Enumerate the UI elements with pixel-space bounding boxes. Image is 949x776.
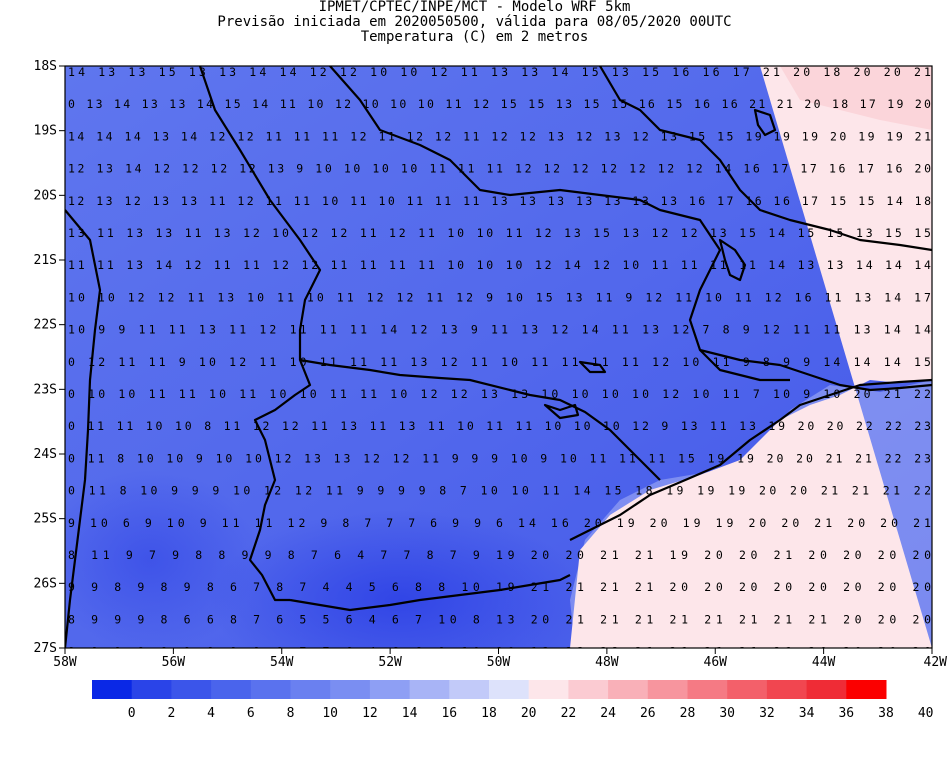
cold-spot-south — [210, 510, 590, 648]
colorbar-swatch-11 — [528, 680, 569, 699]
warm-ocean-field — [570, 66, 932, 648]
warm-north-field — [780, 66, 932, 130]
grid-row-15: 8 11 9 7 9 8 8 9 9 8 7 6 4 7 7 8 7 9 19 … — [68, 548, 931, 562]
lat-label-26S: 26S — [34, 576, 57, 591]
border-mg-north — [599, 66, 932, 252]
lat-label-20S: 20S — [34, 188, 57, 203]
border-rj — [699, 348, 932, 392]
colorbar-swatch-18 — [806, 680, 847, 699]
colorbar-swatch-12 — [568, 680, 609, 699]
colorbar-label-34: 34 — [799, 706, 815, 721]
lon-label-56W: 56W — [162, 655, 186, 670]
colorbar-label-30: 30 — [719, 706, 735, 721]
colorbar-label-4: 4 — [207, 706, 215, 721]
colorbar-label-28: 28 — [680, 706, 696, 721]
lat-label-25S: 25S — [34, 512, 57, 527]
colorbar-label-2: 2 — [167, 706, 175, 721]
colorbar-swatch-17 — [766, 680, 808, 699]
grid-row-3: 12 13 14 12 12 12 12 13 9 10 10 10 10 11… — [68, 162, 931, 176]
island-bay — [543, 403, 580, 420]
colorbar-label-22: 22 — [561, 706, 577, 721]
colorbar-label-10: 10 — [322, 706, 338, 721]
colorbar-label-18: 18 — [481, 706, 497, 721]
colorbar: 0 2 4 6 8 10 12 14 16 18 20 22 24 26 28 30 32 34 36 38 40 — [92, 680, 934, 721]
map-titles: IPMET/CPTEC/INPE/MCT - Modelo WRF 5km Pr… — [0, 0, 949, 45]
colorbar-swatch-16 — [727, 680, 768, 699]
colorbar-label-36: 36 — [838, 706, 854, 721]
lon-label-58W: 58W — [53, 655, 77, 670]
colorbar-label-40: 40 — [918, 706, 934, 721]
lon-label-48W: 48W — [595, 655, 619, 670]
state-borders — [65, 66, 932, 648]
map-area: 14 13 13 15 13 13 14 14 12 12 10 10 12 1… — [65, 66, 932, 659]
colorbar-swatch-0 — [92, 680, 133, 699]
grid-row-16: 9 9 8 9 8 9 8 6 7 8 7 4 4 5 6 8 8 10 19 … — [68, 580, 931, 594]
colorbar-swatch-19 — [846, 680, 887, 699]
colorbar-label-0: 0 — [128, 706, 136, 721]
border-pr-sc — [289, 574, 571, 612]
border-sp-pr — [299, 358, 661, 481]
title-line-1: IPMET/CPTEC/INPE/MCT - Modelo WRF 5km — [318, 0, 631, 15]
lat-label-23S: 23S — [34, 382, 57, 397]
colorbar-swatch-14 — [647, 680, 688, 699]
colorbar-swatch-2 — [171, 680, 212, 699]
colorbar-swatch-5 — [290, 680, 331, 699]
colorbar-label-6: 6 — [247, 706, 255, 721]
colorbar-label-8: 8 — [287, 706, 295, 721]
cold-spot-southwest — [65, 470, 260, 648]
lon-label-42W: 42W — [924, 655, 948, 670]
lon-label-52W: 52W — [378, 655, 402, 670]
colorbar-label-14: 14 — [402, 706, 418, 721]
lon-label-50W: 50W — [487, 655, 511, 670]
grid-row-6: 11 11 13 14 12 11 11 12 12 11 11 11 11 1… — [68, 258, 931, 272]
colorbar-label-24: 24 — [600, 706, 616, 721]
colorbar-swatch-7 — [369, 680, 411, 699]
grid-row-11: 0 11 11 10 10 8 11 12 12 11 13 11 13 11 … — [68, 419, 931, 433]
colorbar-swatch-1 — [131, 680, 172, 699]
lat-label-19S: 19S — [34, 124, 57, 139]
grid-row-17: 8 9 9 9 8 6 6 8 7 6 5 5 6 4 6 7 10 8 13 … — [68, 612, 931, 626]
colorbar-swatch-10 — [489, 680, 530, 699]
colorbar-swatch-9 — [449, 680, 490, 699]
grid-row-5: 13 11 13 13 11 13 12 10 12 12 11 12 11 1… — [68, 226, 931, 240]
lat-label-27S: 27S — [34, 641, 57, 656]
lat-label-21S: 21S — [34, 253, 57, 268]
lake-grande — [753, 108, 777, 137]
colorbar-swatch-4 — [250, 680, 291, 699]
coast-sp — [569, 378, 932, 541]
lat-label-18S: 18S — [34, 59, 57, 74]
island-coast — [578, 360, 607, 374]
title-line-3: Temperatura (C) em 2 metros — [360, 29, 589, 45]
border-ms-sp — [198, 66, 322, 602]
title-line-2: Previsão iniciada em 2020050500, válida … — [217, 14, 732, 30]
colorbar-label-26: 26 — [640, 706, 656, 721]
lake-furnas — [718, 238, 747, 282]
grid-row-7: 10 10 12 12 11 13 10 11 10 11 12 12 11 1… — [68, 290, 931, 304]
lon-label-44W: 44W — [812, 655, 836, 670]
colorbar-label-20: 20 — [521, 706, 537, 721]
lat-label-24S: 24S — [34, 447, 57, 462]
colorbar-swatch-8 — [409, 680, 450, 699]
colorbar-label-16: 16 — [441, 706, 457, 721]
colorbar-swatch-3 — [211, 680, 252, 699]
lon-label-54W: 54W — [270, 655, 294, 670]
border-argentina — [65, 209, 102, 648]
lon-label-46W: 46W — [704, 655, 728, 670]
colorbar-label-38: 38 — [878, 706, 894, 721]
grid-row-18: 9 9 9 8 8 9 8 9 9 8 7 7 6 4 6 6 9 10 10 … — [68, 645, 931, 659]
colorbar-label-32: 32 — [759, 706, 775, 721]
colorbar-label-12: 12 — [362, 706, 378, 721]
colorbar-swatch-15 — [687, 680, 728, 699]
colorbar-swatch-13 — [608, 680, 649, 699]
lat-label-22S: 22S — [34, 318, 57, 333]
colorbar-swatch-6 — [330, 680, 371, 699]
